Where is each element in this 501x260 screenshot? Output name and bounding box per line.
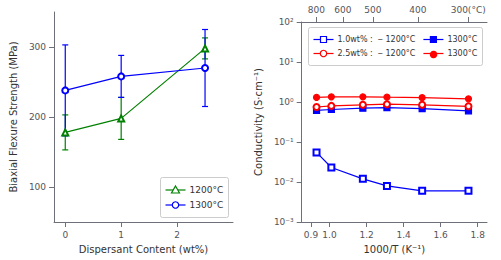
- svg-text:Conductivity (S·cm⁻¹): Conductivity (S·cm⁻¹): [253, 68, 264, 176]
- svg-text:200: 200: [29, 112, 46, 122]
- svg-text:300: 300: [29, 42, 46, 52]
- svg-text:2.5wt% : ‒ 1200°C: 2.5wt% : ‒ 1200°C: [338, 49, 416, 58]
- svg-text:1300°C: 1300°C: [447, 49, 477, 58]
- svg-text:1.8: 1.8: [471, 230, 486, 240]
- svg-text:1.4: 1.4: [396, 230, 411, 240]
- svg-text:100: 100: [29, 182, 46, 192]
- svg-text:1.6: 1.6: [434, 230, 449, 240]
- svg-text:Biaxial Flexure Strength (MPa): Biaxial Flexure Strength (MPa): [8, 41, 19, 192]
- svg-text:1000/T (K⁻¹): 1000/T (K⁻¹): [363, 244, 425, 255]
- svg-text:10⁻¹: 10⁻¹: [274, 137, 294, 147]
- svg-text:1.0: 1.0: [322, 230, 337, 240]
- svg-text:400: 400: [409, 5, 426, 15]
- svg-text:10¹: 10¹: [279, 57, 294, 67]
- svg-text:2: 2: [174, 230, 180, 240]
- svg-text:1.0wt% : ‒ 1200°C: 1.0wt% : ‒ 1200°C: [338, 35, 416, 44]
- svg-text:10⁻²: 10⁻²: [274, 177, 294, 187]
- svg-text:0.9: 0.9: [304, 230, 319, 240]
- svg-text:1200°C: 1200°C: [190, 185, 224, 195]
- svg-text:1: 1: [118, 230, 124, 240]
- svg-text:Dispersant Content (wt%): Dispersant Content (wt%): [79, 244, 209, 255]
- svg-text:1300°C: 1300°C: [190, 200, 224, 210]
- svg-text:800: 800: [308, 5, 325, 15]
- svg-text:10⁰: 10⁰: [279, 97, 294, 107]
- svg-text:1.2: 1.2: [359, 230, 373, 240]
- svg-text:500: 500: [364, 5, 381, 15]
- svg-text:300(°C): 300(°C): [451, 5, 486, 15]
- svg-text:10⁻³: 10⁻³: [274, 217, 294, 227]
- svg-text:0: 0: [62, 230, 68, 240]
- svg-text:1300°C: 1300°C: [447, 35, 477, 44]
- svg-text:10²: 10²: [279, 17, 294, 27]
- svg-text:600: 600: [334, 5, 351, 15]
